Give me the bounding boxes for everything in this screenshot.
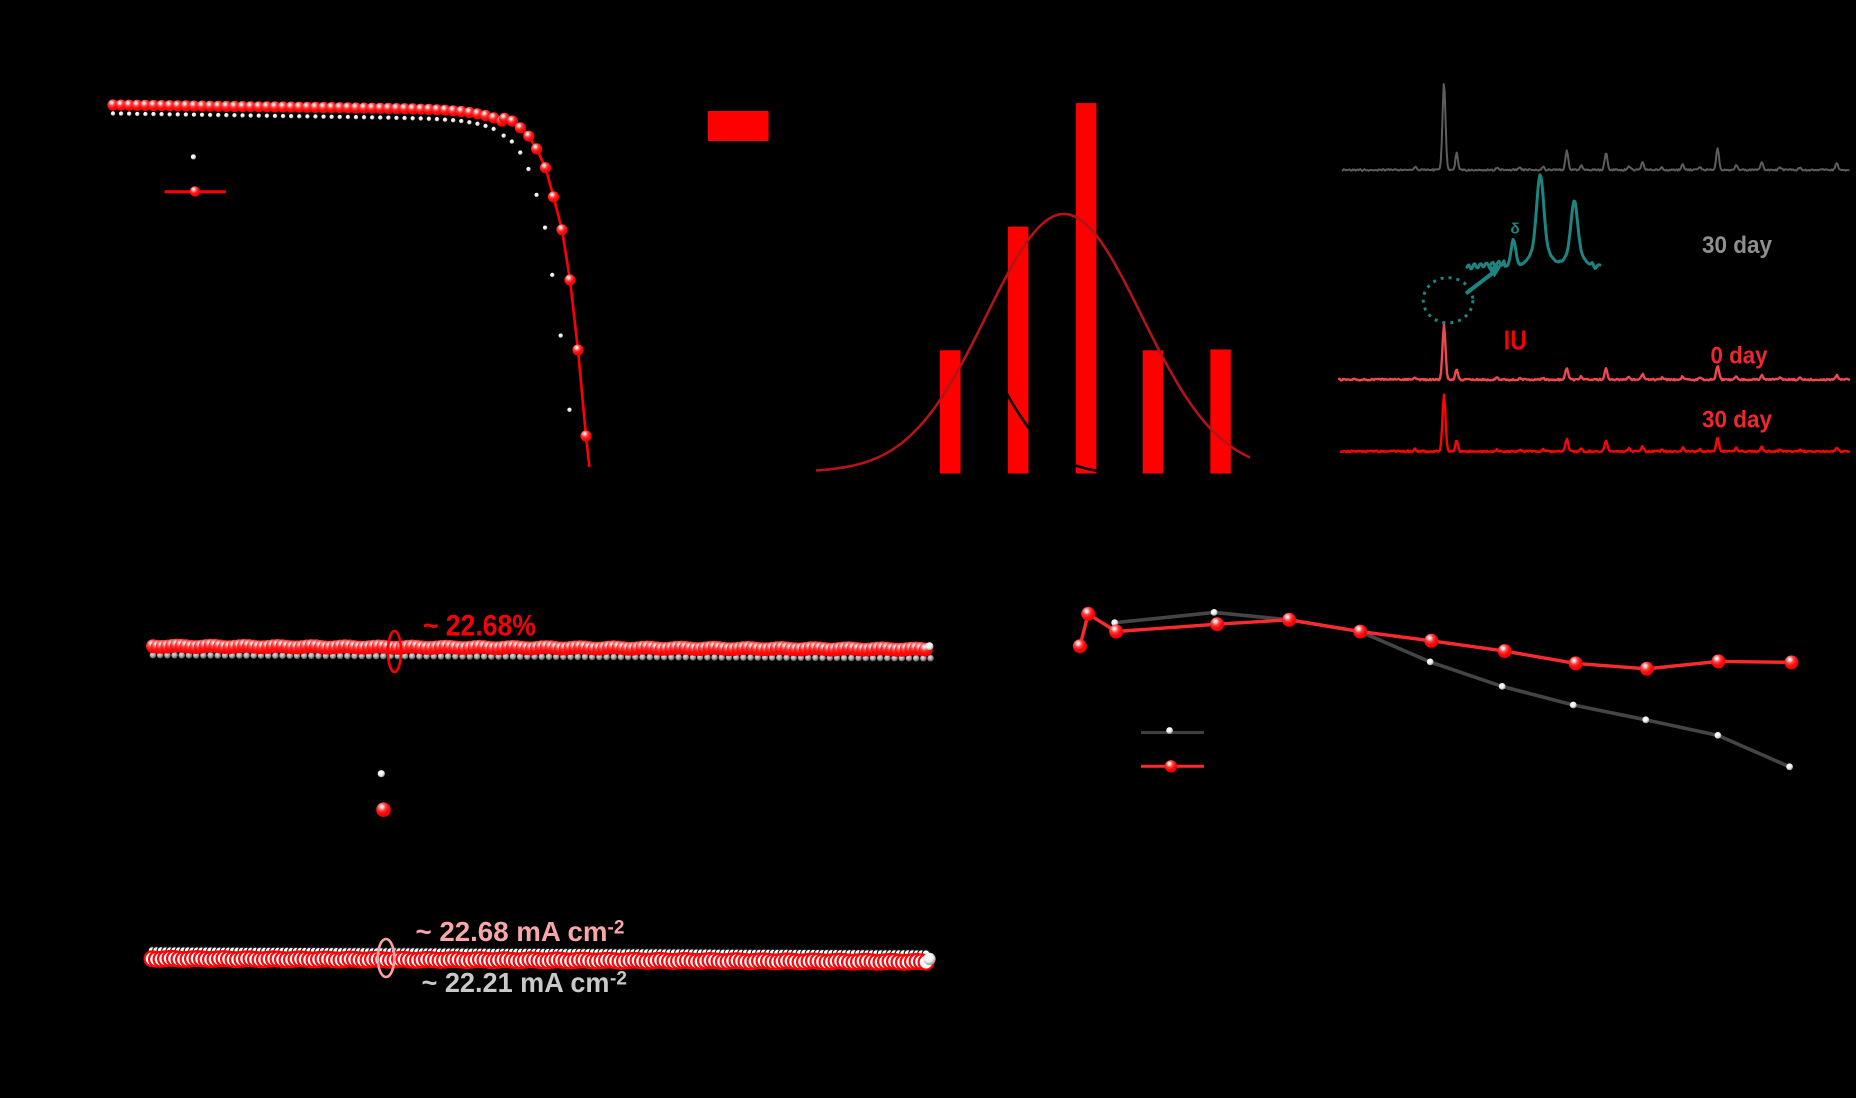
svg-text:30 day: 30 day — [1702, 232, 1773, 259]
svg-text:~ 22.21 mA cm: ~ 22.21 mA cm — [422, 967, 610, 998]
svg-text:0 day: 0 day — [1711, 343, 1769, 370]
svg-text:-2: -2 — [608, 918, 625, 939]
svg-text:~ 22.68 mA cm: ~ 22.68 mA cm — [416, 916, 608, 947]
svg-text:~ 22.68%: ~ 22.68% — [423, 609, 536, 642]
svg-text:-2: -2 — [610, 969, 627, 990]
svg-text:IU: IU — [1504, 325, 1527, 356]
svg-text:δ: δ — [1511, 221, 1520, 238]
svg-text:30 day: 30 day — [1702, 407, 1773, 434]
